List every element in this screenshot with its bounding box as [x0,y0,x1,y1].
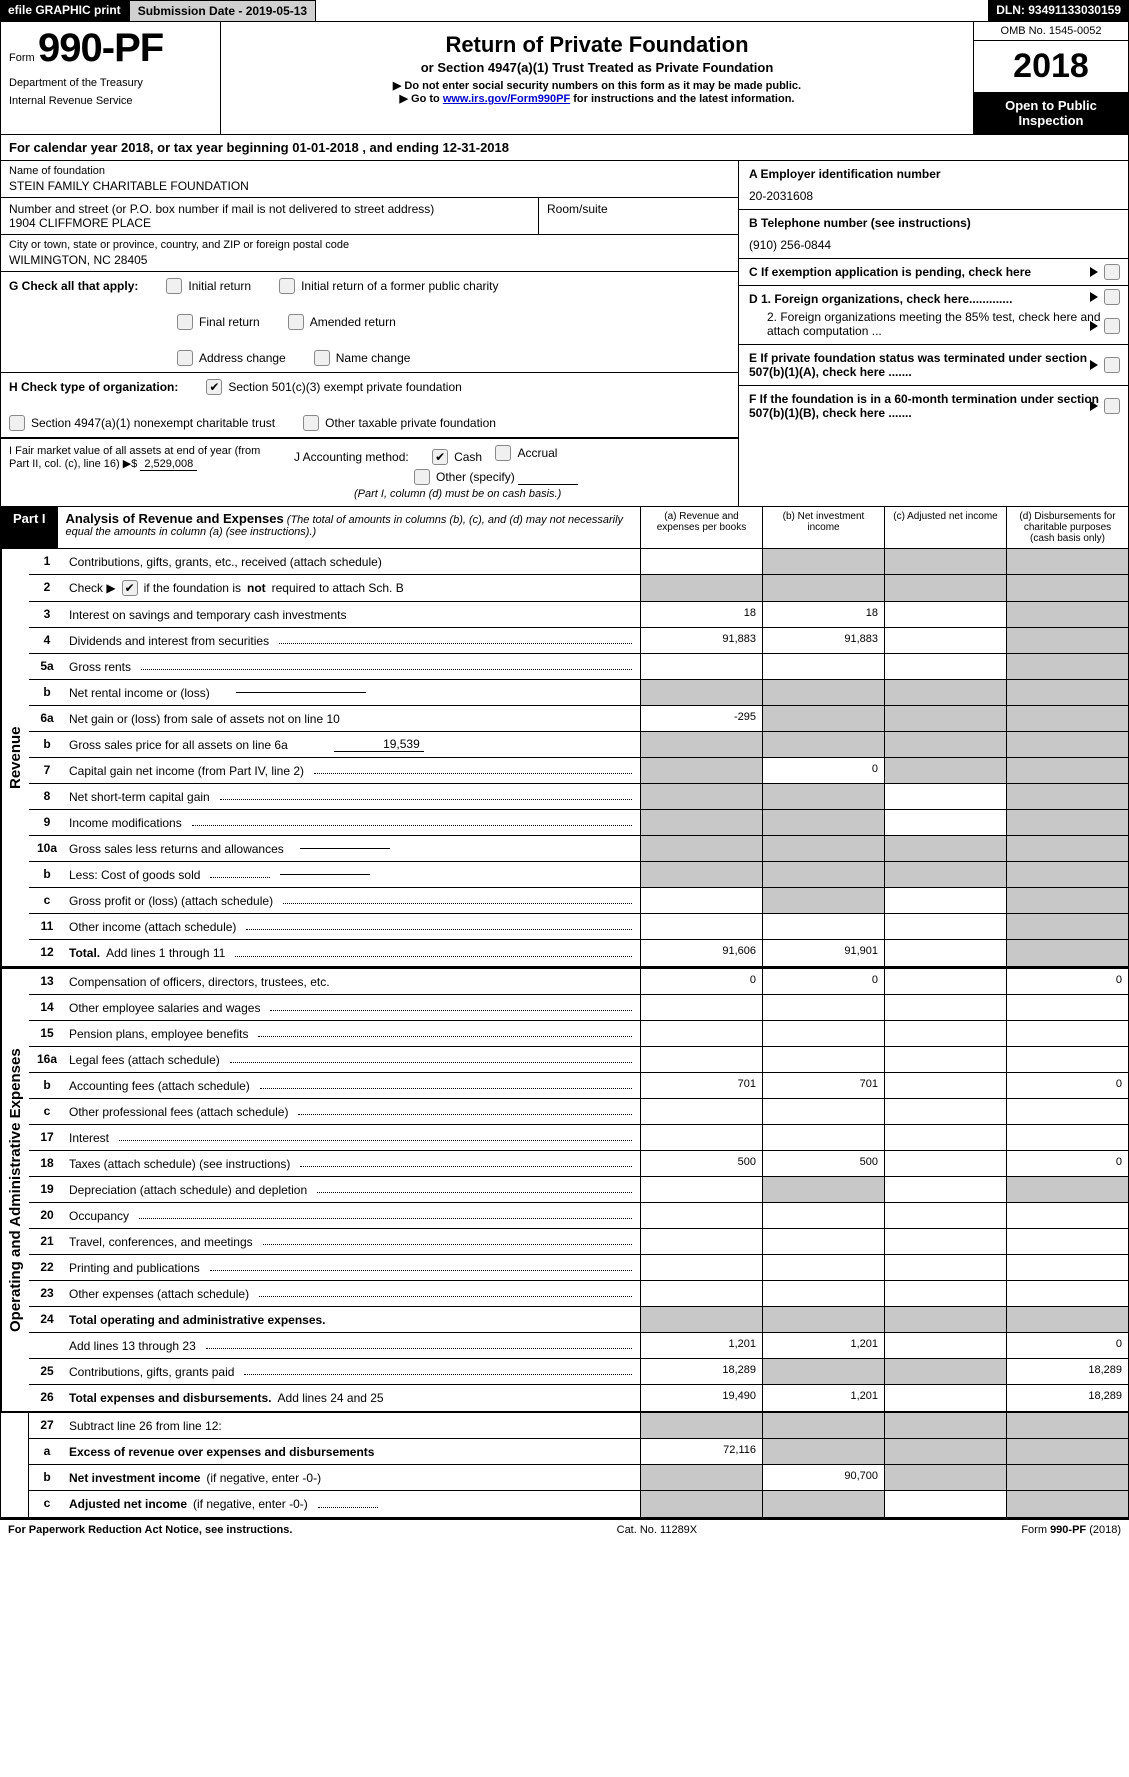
note-link: ▶ Go to www.irs.gov/Form990PF for instru… [227,92,967,105]
submission-date: Submission Date - 2019-05-13 [129,0,316,22]
form-subtitle: or Section 4947(a)(1) Trust Treated as P… [227,60,967,75]
chk-other-method[interactable] [414,469,430,485]
name-value: STEIN FAMILY CHARITABLE FOUNDATION [9,179,730,193]
chk-initial-former[interactable] [279,278,295,294]
h-label: H Check type of organization: [9,380,178,394]
form-number: 990-PF [38,35,163,68]
i-cell: I Fair market value of all assets at end… [1,439,286,506]
arrow-icon [1090,360,1098,370]
dept-line2: Internal Revenue Service [9,95,212,107]
d1-cell: D 1. Foreign organizations, check here..… [739,286,1128,308]
foundation-name-cell: Name of foundation STEIN FAMILY CHARITAB… [1,161,738,198]
header-right: OMB No. 1545-0052 2018 Open to Public In… [973,22,1128,134]
c-cell: C If exemption application is pending, c… [739,259,1128,286]
footer-mid: Cat. No. 11289X [617,1524,698,1536]
efile-tag: efile GRAPHIC print [0,0,129,22]
calendar-year: For calendar year 2018, or tax year begi… [0,135,1129,161]
city-label: City or town, state or province, country… [9,239,730,251]
phone-value: (910) 256-0844 [749,238,1118,252]
tax-year: 2018 [974,41,1128,92]
city-value: WILMINGTON, NC 28405 [9,253,730,267]
col-a: (a) Revenue and expenses per books [640,507,762,548]
expense-rows: 13Compensation of officers, directors, t… [29,969,1128,1411]
footer-right: Form 990-PF (2018) [1021,1524,1121,1536]
omb-number: OMB No. 1545-0052 [974,22,1128,41]
chk-4947[interactable] [9,415,25,431]
info-right: A Employer identification number 20-2031… [738,161,1128,506]
line27-rows: 27Subtract line 26 from line 12: aExcess… [29,1413,1128,1517]
name-label: Name of foundation [9,165,730,177]
street-value: 1904 CLIFFMORE PLACE [9,216,530,230]
address-row: Number and street (or P.O. box number if… [1,198,738,235]
revenue-rows: 1Contributions, gifts, grants, etc., rec… [29,549,1128,966]
expenses-table: Operating and Administrative Expenses 13… [0,967,1129,1412]
info-grid: Name of foundation STEIN FAMILY CHARITAB… [0,161,1129,507]
header-center: Return of Private Foundation or Section … [221,22,973,134]
part1-desc: Analysis of Revenue and Expenses (The to… [58,507,640,548]
ij-row: I Fair market value of all assets at end… [1,438,738,506]
j-note: (Part I, column (d) must be on cash basi… [354,488,730,500]
dln: DLN: 93491133030159 [988,0,1129,22]
phone-cell: B Telephone number (see instructions) (9… [739,210,1128,259]
d2-cell: 2. Foreign organizations meeting the 85%… [739,308,1128,345]
footer-left: For Paperwork Reduction Act Notice, see … [8,1524,292,1536]
f-cell: F If the foundation is in a 60-month ter… [739,386,1128,426]
chk-accrual[interactable] [495,445,511,461]
e-cell: E If private foundation status was termi… [739,345,1128,386]
chk-initial[interactable] [166,278,182,294]
j-cell: J Accounting method: Cash Accrual Other … [286,439,738,506]
ein-cell: A Employer identification number 20-2031… [739,161,1128,210]
street-label: Number and street (or P.O. box number if… [9,202,530,216]
g-row: G Check all that apply: Initial return I… [1,272,738,373]
city-cell: City or town, state or province, country… [1,235,738,272]
room-label: Room/suite [547,202,730,216]
part1-header: Part I Analysis of Revenue and Expenses … [0,507,1129,549]
part1-tab: Part I [1,507,58,548]
col-headers: (a) Revenue and expenses per books (b) N… [640,507,1128,548]
form-header: Form 990-PF Department of the Treasury I… [0,22,1129,135]
form-word: Form [9,52,35,64]
chk-c[interactable] [1104,264,1120,280]
ein-value: 20-2031608 [749,189,1118,203]
arrow-icon [1090,321,1098,331]
chk-e[interactable] [1104,357,1120,373]
side-revenue: Revenue [1,549,29,966]
chk-d2[interactable] [1104,318,1120,334]
arrow-icon [1090,292,1098,302]
revenue-table: Revenue 1Contributions, gifts, grants, e… [0,549,1129,967]
arrow-icon [1090,267,1098,277]
info-left: Name of foundation STEIN FAMILY CHARITAB… [1,161,738,506]
irs-link[interactable]: www.irs.gov/Form990PF [443,93,570,105]
col-d: (d) Disbursements for charitable purpose… [1006,507,1128,548]
top-bar: efile GRAPHIC print Submission Date - 20… [0,0,1129,22]
h-row: H Check type of organization: Section 50… [1,373,738,438]
chk-cash[interactable] [432,449,448,465]
header-left: Form 990-PF Department of the Treasury I… [1,22,221,134]
form-title: Return of Private Foundation [227,32,967,58]
chk-d1[interactable] [1104,289,1120,305]
chk-501c3[interactable] [206,379,222,395]
chk-f[interactable] [1104,398,1120,414]
col-c: (c) Adjusted net income [884,507,1006,548]
open-public: Open to Public Inspection [974,92,1128,134]
side-blank [1,1413,29,1517]
fmv-value: 2,529,008 [140,458,197,471]
room-cell: Room/suite [538,198,738,234]
spacer [316,0,988,22]
chk-address[interactable] [177,350,193,366]
chk-name[interactable] [314,350,330,366]
side-expenses: Operating and Administrative Expenses [1,969,29,1411]
chk-other-taxable[interactable] [303,415,319,431]
street-cell: Number and street (or P.O. box number if… [1,198,538,234]
chk-final[interactable] [177,314,193,330]
g-label: G Check all that apply: [9,279,138,293]
line27-table: 27Subtract line 26 from line 12: aExcess… [0,1412,1129,1518]
col-b: (b) Net investment income [762,507,884,548]
chk-schb[interactable] [122,580,138,596]
note-ssn: ▶ Do not enter social security numbers o… [227,79,967,92]
arrow-icon [1090,401,1098,411]
footer: For Paperwork Reduction Act Notice, see … [0,1518,1129,1540]
chk-amended[interactable] [288,314,304,330]
dept-line1: Department of the Treasury [9,77,212,89]
